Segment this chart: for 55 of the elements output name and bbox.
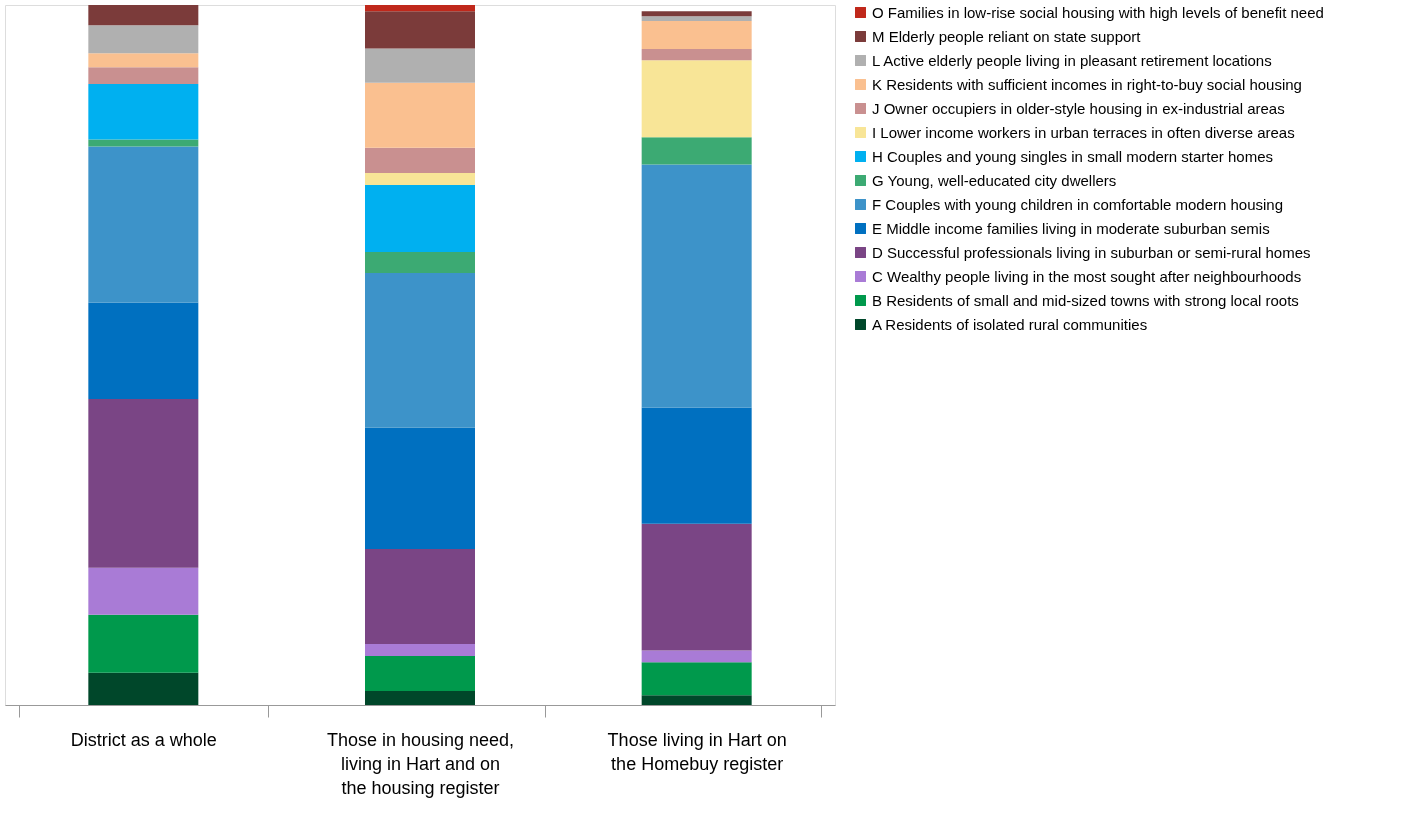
bar [365,252,475,274]
bar [641,137,752,165]
legend-label: F Couples with young children in comfortable modern housing [872,195,1284,213]
bar [365,11,475,49]
bar [365,173,475,185]
bar [365,273,475,428]
bar [641,164,752,408]
bar [641,49,752,61]
bar [88,399,199,568]
bar [88,139,199,147]
bar [88,53,199,68]
bar [365,644,475,656]
bar [365,5,475,12]
bar [641,662,752,696]
bar [641,16,752,22]
bar [88,84,199,140]
bar [88,614,199,673]
legend-label: E Middle income families living in moderate suburban semis [872,219,1270,237]
legend-label: G Young, well-educated city dwellers [872,171,1117,189]
bar [88,25,199,54]
bar [88,67,199,85]
legend-label: D Successful professionals living in suburban or semi-rural homes [872,243,1311,261]
legend-label: B Residents of small and mid-sized towns with strong local roots [872,291,1299,309]
legend-label: J Owner occupiers in older-style housing in ex-industrial areas [872,99,1285,117]
bar [365,147,475,173]
bar [88,672,199,705]
bar [365,691,475,705]
legend-label: A Residents of isolated rural communities [872,315,1148,333]
bar [88,567,199,615]
bar [641,60,752,138]
bar [88,5,199,26]
bar [365,656,475,691]
legend-label: I Lower income workers in urban terraces in often diverse areas [872,123,1295,141]
bar [88,302,199,400]
legend-label: K Residents with sufficient incomes in right-to-buy social housing [872,75,1302,93]
legend-label: O Families in low-rise social housing with high levels of benefit need [872,3,1324,21]
bar [365,48,475,83]
bar [641,21,752,50]
legend-label: C Wealthy people living in the most sought after neighbourhoods [872,267,1302,285]
bar [365,548,475,645]
legend-label: L Active elderly people living in pleasant retirement locations [872,51,1272,69]
bar [641,407,752,524]
bar [365,427,475,549]
bar [365,184,475,253]
x-tick-label: Those living in Hart on the Homebuy register [607,729,787,774]
bar [641,650,752,663]
bar [365,82,475,148]
legend-label: M Elderly people reliant on state support [872,27,1142,45]
bar [88,146,199,303]
x-tick-label: District as a whole [70,729,217,750]
bar [641,695,752,705]
legend-label: H Couples and young singles in small modern starter homes [872,147,1274,165]
bar [641,11,752,17]
bar [641,523,752,651]
x-tick-label: Those in housing need, living in Hart and on the housing register [326,729,515,798]
